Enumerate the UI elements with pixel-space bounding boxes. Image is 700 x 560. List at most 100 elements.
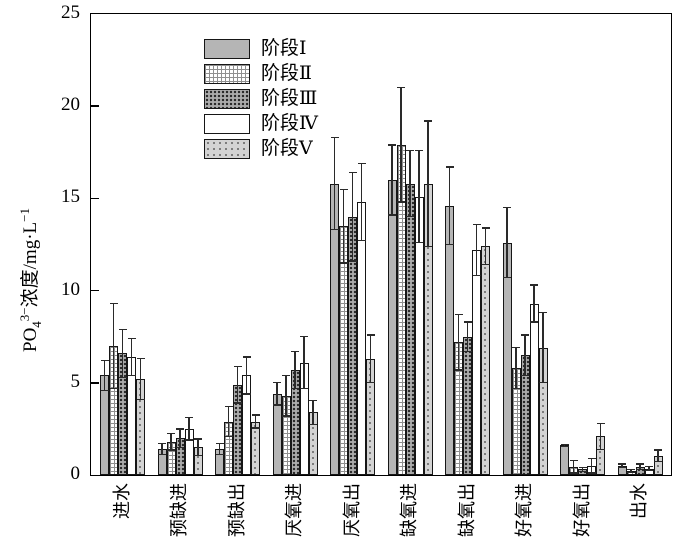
error-bar-s2-厌氧出 xyxy=(342,189,345,263)
error-cap-high-s2-缺氧进 xyxy=(397,87,405,89)
error-bar-s4-进水 xyxy=(130,338,133,376)
x-tick-label-好氧出: 好氧出 xyxy=(571,483,592,537)
bar-s1-好氧出 xyxy=(560,445,569,475)
error-cap-low-s5-厌氧出 xyxy=(366,382,375,384)
error-cap-low-s3-预缺进 xyxy=(176,446,184,448)
bar-s1-缺氧进 xyxy=(387,179,397,475)
error-cap-high-s3-进水 xyxy=(118,328,127,330)
legend-swatch-white-grid-hatch xyxy=(204,63,250,84)
y-tick-label-20: 20 xyxy=(61,94,80,116)
legend-item-1: 阶段Ⅰ xyxy=(204,36,318,61)
error-bar-s5-好氧进 xyxy=(542,312,544,383)
error-cap-high-s4-厌氧进 xyxy=(300,336,308,338)
error-cap-low-s5-缺氧出 xyxy=(481,264,490,266)
error-cap-high-s4-缺氧出 xyxy=(472,223,481,225)
error-cap-high-s1-好氧进 xyxy=(503,206,511,209)
error-bar-s4-好氧出 xyxy=(590,458,593,473)
error-bar-s3-预缺出 xyxy=(236,366,239,404)
error-cap-high-s4-进水 xyxy=(127,337,136,340)
legend-item-2: 阶段Ⅱ xyxy=(204,61,318,86)
error-cap-high-s2-好氧进 xyxy=(512,347,520,349)
error-cap-low-s1-厌氧进 xyxy=(273,404,281,406)
error-cap-low-s5-厌氧进 xyxy=(309,423,317,425)
error-cap-high-s3-厌氧进 xyxy=(291,350,299,353)
error-bar-s4-好氧进 xyxy=(533,285,535,322)
error-cap-high-s1-缺氧进 xyxy=(388,144,396,146)
error-bar-s2-缺氧进 xyxy=(400,87,402,203)
error-bar-s1-缺氧进 xyxy=(391,144,393,215)
y-tick-label-5: 5 xyxy=(70,370,81,392)
error-bar-s2-进水 xyxy=(112,303,115,389)
error-cap-low-s3-预缺出 xyxy=(233,402,242,404)
error-cap-high-s3-预缺进 xyxy=(176,428,184,430)
error-cap-low-s2-预缺出 xyxy=(224,435,233,437)
error-cap-low-s1-好氧进 xyxy=(503,277,511,279)
error-bar-s5-缺氧进 xyxy=(427,120,429,247)
error-bar-s2-预缺进 xyxy=(170,433,172,451)
legend: 阶段Ⅰ 阶段Ⅱ 阶段Ⅲ 阶段Ⅳ 阶段Ⅴ xyxy=(204,36,318,161)
error-bar-s4-厌氧进 xyxy=(303,336,305,389)
x-tick-label-缺氧出: 缺氧出 xyxy=(456,483,477,537)
error-cap-high-s1-出水 xyxy=(618,463,626,465)
bar-s1-缺氧出 xyxy=(445,205,454,475)
error-cap-low-s3-缺氧出 xyxy=(463,350,472,353)
error-cap-high-s5-好氧进 xyxy=(539,312,547,314)
error-cap-low-s4-预缺进 xyxy=(185,439,193,441)
error-cap-low-s4-进水 xyxy=(127,374,136,377)
legend-swatch-solid-white xyxy=(204,113,250,134)
bar-s3-缺氧进 xyxy=(405,183,415,475)
error-bar-s1-出水 xyxy=(621,463,623,468)
error-bar-s3-缺氧进 xyxy=(409,150,411,217)
error-bar-s3-进水 xyxy=(121,329,124,378)
error-bar-s5-厌氧出 xyxy=(369,334,372,383)
error-cap-high-s5-进水 xyxy=(136,358,145,360)
error-cap-high-s2-厌氧出 xyxy=(339,188,348,190)
x-tick-label-厌氧出: 厌氧出 xyxy=(341,483,362,537)
error-cap-low-s3-厌氧进 xyxy=(291,387,299,389)
error-cap-low-s3-好氧出 xyxy=(578,470,587,472)
error-cap-low-s5-进水 xyxy=(136,398,145,401)
error-cap-high-s2-缺氧出 xyxy=(454,313,463,316)
error-bar-s2-预缺出 xyxy=(227,406,230,437)
error-cap-high-s5-好氧出 xyxy=(596,422,605,424)
legend-label-1: 阶段Ⅰ xyxy=(261,37,307,59)
error-bar-s3-好氧进 xyxy=(524,334,526,376)
error-cap-high-s5-缺氧进 xyxy=(424,120,432,122)
error-bar-s3-预缺进 xyxy=(179,428,181,448)
error-cap-high-s1-厌氧进 xyxy=(273,382,281,384)
legend-label-4: 阶段Ⅳ xyxy=(261,112,318,134)
error-bar-s1-预缺进 xyxy=(161,443,163,455)
error-bar-s4-厌氧出 xyxy=(360,163,363,241)
error-cap-high-s1-预缺进 xyxy=(158,443,166,445)
error-cap-low-s4-缺氧出 xyxy=(472,275,481,277)
error-cap-high-s2-预缺进 xyxy=(167,432,175,435)
error-cap-low-s1-预缺出 xyxy=(215,454,224,456)
y-tick-20 xyxy=(91,105,99,107)
x-tick-label-进水: 进水 xyxy=(111,483,132,519)
error-cap-low-s4-预缺出 xyxy=(242,393,251,395)
error-cap-high-s4-出水 xyxy=(645,466,653,468)
plot-area: 阶段Ⅰ 阶段Ⅱ 阶段Ⅲ 阶段Ⅳ 阶段Ⅴ xyxy=(90,13,672,476)
legend-item-4: 阶段Ⅳ xyxy=(204,111,318,136)
error-cap-high-s1-好氧出 xyxy=(560,443,569,446)
error-bar-s2-缺氧出 xyxy=(457,314,460,370)
error-cap-low-s2-好氧出 xyxy=(569,472,578,474)
error-cap-high-s5-预缺进 xyxy=(194,438,202,440)
error-bar-s5-好氧出 xyxy=(599,423,602,450)
error-cap-low-s3-缺氧进 xyxy=(406,216,414,218)
legend-swatch-solid-gray xyxy=(204,38,250,59)
error-cap-high-s4-预缺出 xyxy=(242,356,251,358)
legend-item-3: 阶段Ⅲ xyxy=(204,86,318,111)
error-cap-high-s5-预缺出 xyxy=(251,414,260,416)
y-tick-label-25: 25 xyxy=(61,2,80,23)
error-bar-s5-预缺出 xyxy=(254,415,257,428)
error-cap-low-s1-进水 xyxy=(100,389,109,391)
error-bar-s4-缺氧出 xyxy=(475,224,478,276)
error-cap-low-s3-厌氧出 xyxy=(348,260,357,262)
error-cap-high-s5-厌氧出 xyxy=(366,334,375,336)
y-tick-label-15: 15 xyxy=(61,186,80,208)
error-cap-low-s2-进水 xyxy=(109,387,118,389)
error-cap-high-s5-缺氧出 xyxy=(481,227,490,229)
y-tick-label-10: 10 xyxy=(61,278,80,300)
bar-s4-好氧进 xyxy=(529,303,539,475)
